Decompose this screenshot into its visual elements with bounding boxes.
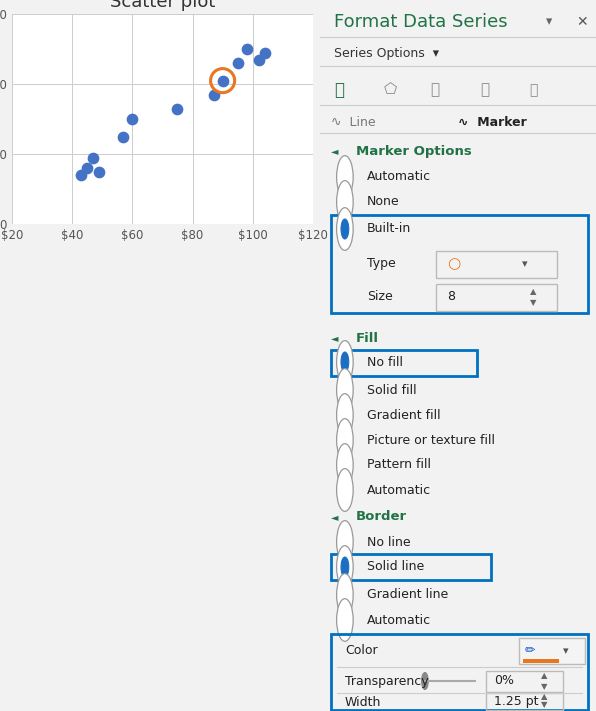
Title: Scatter plot: Scatter plot xyxy=(110,0,215,11)
Text: Color: Color xyxy=(345,644,377,658)
Point xyxy=(88,152,98,164)
Bar xyxy=(331,554,491,580)
Circle shape xyxy=(337,394,353,437)
Text: ∿  Marker: ∿ Marker xyxy=(458,115,527,129)
Bar xyxy=(519,638,585,664)
Text: Solid fill: Solid fill xyxy=(367,383,417,397)
Point xyxy=(233,58,243,69)
Text: Automatic: Automatic xyxy=(367,614,431,626)
Text: ✕: ✕ xyxy=(577,15,588,29)
Circle shape xyxy=(337,208,353,250)
Point xyxy=(94,166,104,177)
Point xyxy=(242,43,252,55)
Circle shape xyxy=(337,156,353,198)
Point xyxy=(209,89,218,100)
Text: ✏: ✏ xyxy=(524,644,535,658)
Circle shape xyxy=(337,545,353,588)
Text: Automatic: Automatic xyxy=(367,483,431,496)
Circle shape xyxy=(421,673,428,690)
Text: ◄: ◄ xyxy=(331,333,339,343)
Text: Marker Options: Marker Options xyxy=(356,144,471,158)
Text: ∿  Line: ∿ Line xyxy=(331,115,375,129)
Bar xyxy=(436,251,557,278)
Text: Border: Border xyxy=(356,510,407,523)
Text: Fill: Fill xyxy=(356,331,379,345)
Text: ▾: ▾ xyxy=(522,259,527,269)
Text: Gradient fill: Gradient fill xyxy=(367,409,440,422)
Text: ⬠: ⬠ xyxy=(383,82,397,97)
Text: Width: Width xyxy=(345,695,381,708)
Text: ▲: ▲ xyxy=(541,693,547,702)
Text: ○: ○ xyxy=(447,257,460,272)
Text: 🖼: 🖼 xyxy=(480,82,489,97)
Point xyxy=(128,113,137,125)
Text: 0%: 0% xyxy=(494,675,514,688)
Text: Built-in: Built-in xyxy=(367,223,411,235)
Point xyxy=(82,162,92,173)
Circle shape xyxy=(337,341,353,383)
Text: Pattern fill: Pattern fill xyxy=(367,459,431,471)
Circle shape xyxy=(337,444,353,486)
Bar xyxy=(436,284,557,311)
Text: 8: 8 xyxy=(447,291,455,304)
Circle shape xyxy=(337,469,353,511)
Circle shape xyxy=(337,369,353,412)
Text: Picture or texture fill: Picture or texture fill xyxy=(367,434,495,447)
Circle shape xyxy=(341,557,349,577)
Bar xyxy=(331,350,477,376)
Bar xyxy=(331,634,588,710)
Text: ▾: ▾ xyxy=(547,16,552,28)
Circle shape xyxy=(341,219,349,239)
Text: ◄: ◄ xyxy=(331,146,339,156)
Circle shape xyxy=(337,520,353,563)
Point xyxy=(218,75,228,86)
Text: Series Options  ▾: Series Options ▾ xyxy=(334,46,439,60)
Bar xyxy=(331,215,588,313)
Text: Gradient line: Gradient line xyxy=(367,589,448,602)
Text: ▲: ▲ xyxy=(530,287,536,296)
Text: Automatic: Automatic xyxy=(367,171,431,183)
Text: ▼: ▼ xyxy=(541,700,547,710)
Text: Size: Size xyxy=(367,291,393,304)
Text: Solid line: Solid line xyxy=(367,560,424,574)
Circle shape xyxy=(337,181,353,223)
Point xyxy=(254,54,263,65)
Text: 📦: 📦 xyxy=(530,83,538,97)
Text: Transparency: Transparency xyxy=(345,675,429,688)
Text: ◄: ◄ xyxy=(331,512,339,522)
Text: No fill: No fill xyxy=(367,356,403,368)
Text: No line: No line xyxy=(367,535,411,548)
Text: ▾: ▾ xyxy=(563,646,569,656)
Point xyxy=(119,131,128,142)
Bar xyxy=(486,671,563,692)
Bar xyxy=(523,659,558,663)
Text: None: None xyxy=(367,196,399,208)
Circle shape xyxy=(341,352,349,372)
Circle shape xyxy=(337,599,353,641)
Text: ▼: ▼ xyxy=(530,299,536,307)
Point xyxy=(260,47,269,58)
Text: Format Data Series: Format Data Series xyxy=(334,13,507,31)
Text: Type: Type xyxy=(367,257,396,270)
Text: ▲: ▲ xyxy=(541,671,547,680)
Text: 🪣: 🪣 xyxy=(334,81,344,99)
Text: 1.25 pt: 1.25 pt xyxy=(494,695,538,708)
Text: ▼: ▼ xyxy=(541,683,547,692)
Circle shape xyxy=(337,574,353,616)
Circle shape xyxy=(337,419,353,461)
Point xyxy=(218,75,228,86)
Point xyxy=(173,103,182,114)
Bar xyxy=(486,693,563,710)
Text: 📊: 📊 xyxy=(430,82,440,97)
Point xyxy=(76,169,86,181)
